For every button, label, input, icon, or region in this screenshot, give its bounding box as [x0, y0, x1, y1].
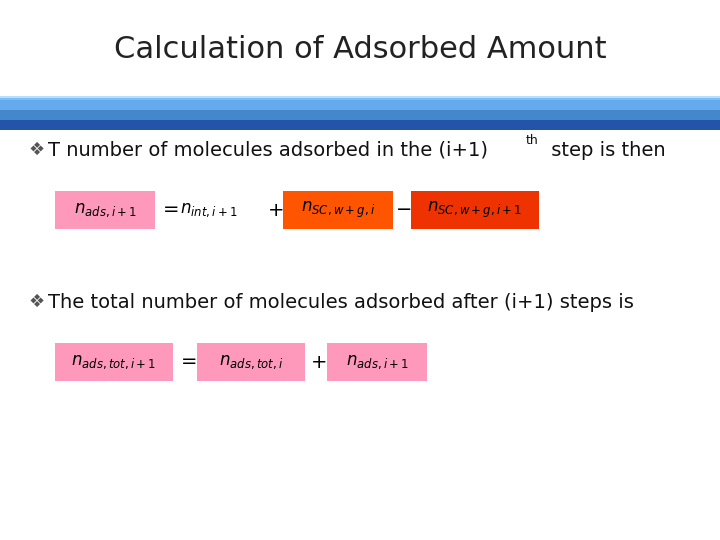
- Bar: [283, 191, 393, 229]
- Text: $\mathit{n}_{ads,tot,i}$: $\mathit{n}_{ads,tot,i}$: [219, 353, 283, 371]
- Text: $\mathit{n}_{ads,i+1}$: $\mathit{n}_{ads,i+1}$: [73, 201, 137, 219]
- Text: The total number of molecules adsorbed after (i+1) steps is: The total number of molecules adsorbed a…: [48, 293, 634, 312]
- Text: $\mathit{n}_{ads,tot,i+1}$: $\mathit{n}_{ads,tot,i+1}$: [71, 353, 156, 371]
- Text: Calculation of Adsorbed Amount: Calculation of Adsorbed Amount: [114, 36, 606, 64]
- Text: −: −: [396, 200, 413, 219]
- Text: +: +: [311, 353, 328, 372]
- Bar: [0, 110, 720, 120]
- Bar: [197, 343, 305, 381]
- Text: $\mathit{n}_{SC,w+g,i}$: $\mathit{n}_{SC,w+g,i}$: [301, 200, 375, 220]
- Text: th: th: [526, 134, 539, 147]
- Text: $\mathit{n}_{int,i+1}$: $\mathit{n}_{int,i+1}$: [180, 201, 238, 219]
- Text: +: +: [268, 200, 284, 219]
- Text: $\mathit{n}_{SC,w+g,i+1}$: $\mathit{n}_{SC,w+g,i+1}$: [428, 200, 523, 220]
- Bar: [327, 343, 427, 381]
- Text: T number of molecules adsorbed in the (i+1): T number of molecules adsorbed in the (i…: [48, 140, 488, 159]
- Bar: [411, 191, 539, 229]
- Text: step is then: step is then: [545, 140, 665, 159]
- Bar: [55, 191, 155, 229]
- Bar: [0, 98, 720, 110]
- Text: ❖: ❖: [28, 293, 44, 311]
- Text: ❖: ❖: [28, 141, 44, 159]
- Text: =: =: [181, 353, 197, 372]
- Text: =: =: [163, 200, 179, 219]
- Bar: [0, 120, 720, 130]
- Text: $\mathit{n}_{ads,i+1}$: $\mathit{n}_{ads,i+1}$: [346, 353, 408, 371]
- Bar: [0, 96, 720, 100]
- Bar: [55, 343, 173, 381]
